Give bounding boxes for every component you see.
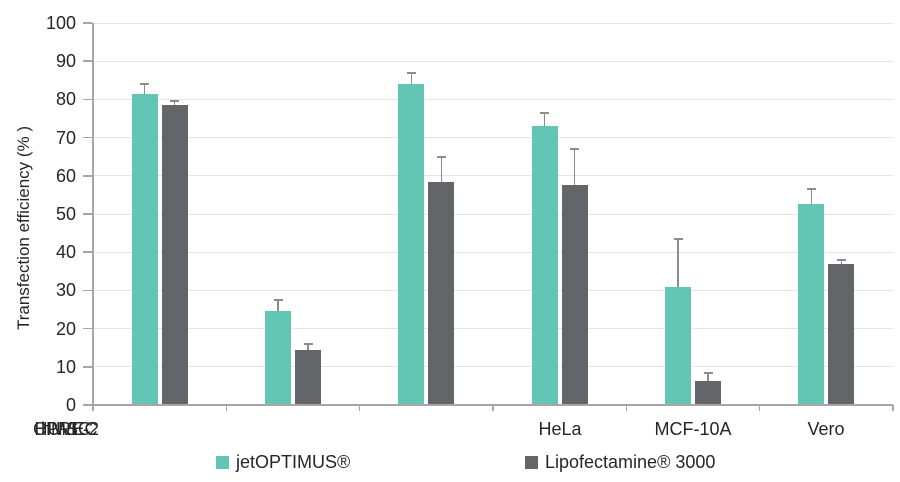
y-axis-tick-label: 10 [55,356,76,377]
error-bar-jetoptimus-hmsc [677,238,679,287]
y-axis-tick-label: 60 [55,165,76,186]
category-label-hela: HeLa [538,419,582,439]
y-axis-tick-label: 30 [55,280,76,301]
error-bar-cap-jetoptimus-vero [406,71,416,74]
x-axis-line [93,404,893,406]
y-axis-tick [83,289,92,292]
y-axis-tick-label: 80 [55,89,76,110]
y-axis-tick [83,366,92,368]
y-axis-tick-label: 90 [55,51,76,72]
gridline [93,366,893,368]
legend-item-lipofectamine: Lipofectamine® 3000 [525,450,715,474]
y-axis-tick [83,251,92,253]
y-axis-tick [83,404,92,406]
bar-lipofectamine-3000-cpre-2 [828,263,855,405]
bar-lipofectamine-3000-hmsc [695,380,721,405]
y-axis-tick-label: 50 [55,204,76,224]
error-bar-cap-jetoptimus-hmsc [673,237,683,240]
category-label-huvec: HUVEC [34,419,98,439]
x-axis-tick [358,405,361,411]
gridline [93,251,893,253]
y-axis-tick [83,136,92,139]
error-bar-jetoptimus-vero [410,72,413,85]
error-bar-cap-lipofectamine-3000-huvec [570,148,580,151]
legend-swatch-lipofectamine-icon [525,455,538,469]
error-bar-jetoptimus-hela [143,84,146,94]
gridline [93,289,893,291]
gridline [93,328,893,330]
y-axis-tick [83,175,92,177]
y-axis-tick [83,213,92,215]
error-bar-lipofectamine-3000-mcf-10a [307,343,309,350]
y-axis-tick [83,327,92,330]
y-axis-tick-label: 40 [55,242,76,263]
category-label-vero: Vero [807,419,845,439]
y-axis-tick-label: 0 [65,395,76,415]
bar-jetoptimus-hmsc [665,286,691,405]
legend-item-jetoptimus: jetOPTIMUS® [216,450,350,474]
gridline [93,175,893,177]
error-bar-jetoptimus-mcf-10a [277,299,279,312]
bar-jetoptimus-huvec [531,126,558,405]
x-axis-tick [625,405,628,411]
bar-lipofectamine-3000-vero [428,181,455,405]
y-axis-tick [83,22,92,24]
error-bar-cap-lipofectamine-3000-vero [436,155,446,158]
error-bar-jetoptimus-huvec [543,112,546,127]
error-bar-cap-lipofectamine-3000-hmsc [703,372,713,375]
error-bar-lipofectamine-3000-cpre-2 [840,259,843,264]
error-bar-cap-jetoptimus-cpre-2 [806,188,816,191]
bar-lipofectamine-3000-huvec [561,185,588,405]
y-axis-line [92,23,94,405]
bar-jetoptimus-cpre-2 [798,204,825,405]
error-bar-cap-jetoptimus-mcf-10a [273,298,283,301]
error-bar-lipofectamine-3000-hmsc [707,373,709,381]
error-bar-cap-lipofectamine-3000-cpre-2 [836,258,846,261]
gridline [93,22,893,24]
bar-lipofectamine-3000-hela [161,105,188,405]
y-axis-tick [83,60,92,62]
bar-jetoptimus-mcf-10a [265,311,291,405]
error-bar-jetoptimus-cpre-2 [810,189,813,205]
legend-label-jetoptimus: jetOPTIMUS® [236,451,351,472]
x-axis-tick [225,405,228,411]
x-axis-tick [758,405,761,411]
legend-label-lipofectamine: Lipofectamine® 3000 [545,451,716,472]
category-label-hmsc: hMSC [40,419,91,439]
y-axis-tick-label: 100 [45,13,76,33]
error-bar-cap-jetoptimus-hela [140,83,150,86]
x-axis-tick [892,405,894,411]
error-bar-cap-lipofectamine-3000-mcf-10a [303,342,313,345]
error-bar-cap-lipofectamine-3000-hela [170,99,180,102]
error-bar-lipofectamine-3000-hela [173,100,176,106]
bar-lipofectamine-3000-mcf-10a [295,349,321,405]
error-bar-lipofectamine-3000-vero [440,156,443,182]
error-bar-cap-jetoptimus-huvec [540,111,550,114]
bar-jetoptimus-vero [398,84,425,405]
gridline [93,60,893,62]
gridline [93,98,893,100]
gridline [93,213,893,215]
x-axis-tick [492,405,494,411]
y-axis-tick [83,98,92,101]
y-axis-tick-label: 70 [55,127,76,148]
y-axis-tick-label: 20 [55,318,76,339]
plot-area [83,22,894,411]
category-label-mcf-10a: MCF-10A [654,419,732,439]
error-bar-lipofectamine-3000-huvec [573,149,576,186]
x-axis-tick [92,405,94,411]
category-label-cpre-2: CPRE-2 [32,419,99,439]
gridline [93,137,893,139]
legend-swatch-jetoptimus-icon [216,455,229,469]
bar-jetoptimus-hela [131,93,158,405]
